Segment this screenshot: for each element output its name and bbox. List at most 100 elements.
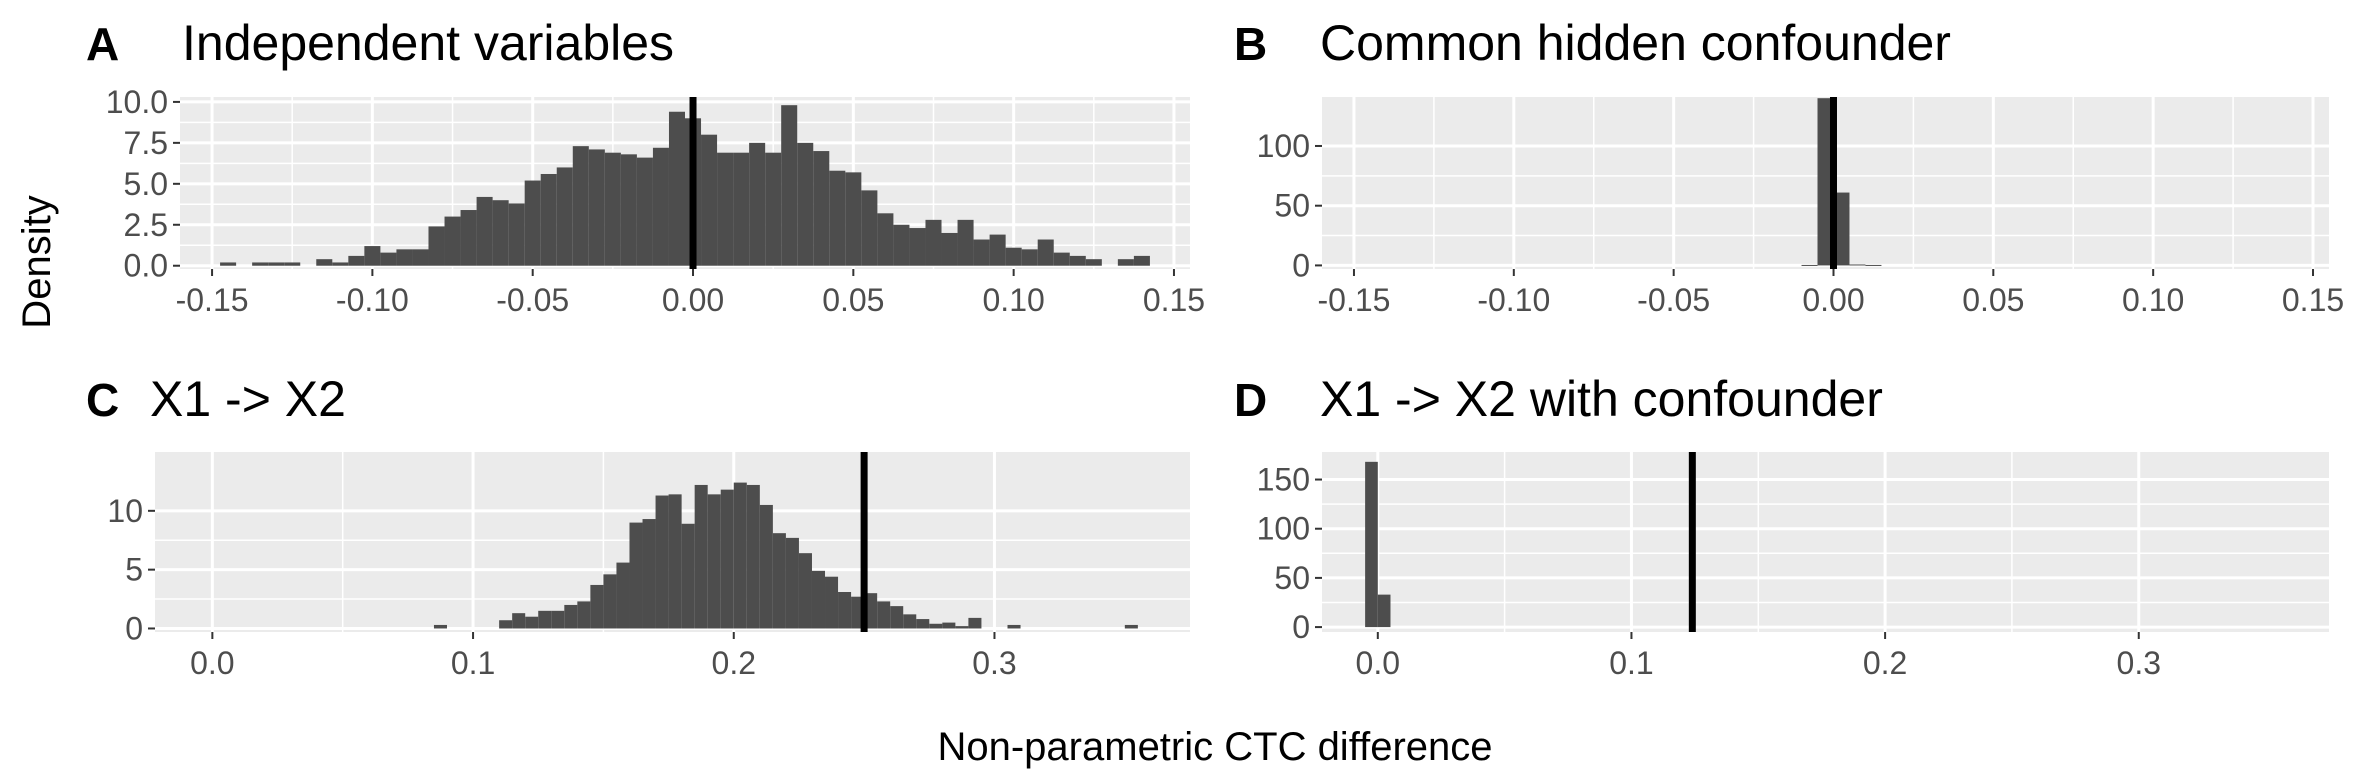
panel-b-x-tick-label: 0.15	[2282, 282, 2344, 318]
panel-c-y-tick-label: 0	[125, 610, 143, 646]
panel-c-histogram-bar	[798, 553, 812, 629]
panel-a-y-tick-label: 0.0	[124, 248, 168, 284]
panel-a-histogram-bar	[893, 224, 910, 266]
panel-b-x-tick-label: 0.10	[2122, 282, 2184, 318]
panel-c-histogram-bar	[929, 623, 943, 629]
panel-d-x-tick-label: 0.3	[2117, 645, 2161, 681]
panel-b: B Common hidden confounder -0.15 -0.10 -0.…	[1234, 15, 2344, 318]
panel-a-histogram-bar	[957, 219, 974, 266]
panel-a-histogram-bar	[460, 210, 477, 266]
panel-b-x-tick-label: 0.00	[1802, 282, 1864, 318]
panel-a-histogram-bar	[701, 134, 718, 266]
panel-c-histogram-bar	[890, 606, 904, 629]
panel-a-y-tick-label: 5.0	[124, 166, 168, 202]
panel-d-x-tick-label: 0.2	[1863, 645, 1907, 681]
panel-c-histogram-bar	[433, 624, 447, 629]
panel-c-x-tick-label: 0.1	[451, 645, 495, 681]
panel-a-histogram-bar	[220, 262, 237, 266]
panel-a-histogram-bar	[973, 239, 990, 266]
panel-a-histogram-bar	[316, 259, 333, 266]
panel-a-histogram-bar	[941, 232, 958, 266]
panel-a-x-tick-label: -0.15	[176, 282, 249, 318]
panel-c-y-tick-label: 5	[125, 552, 143, 588]
panel-a-histogram-bar	[989, 234, 1006, 266]
panel-b-histogram-bar	[1865, 264, 1882, 266]
panel-a-histogram-bar	[1005, 247, 1022, 266]
panel-c-histogram-bar	[668, 494, 682, 629]
panel-b-x-tick-label: -0.05	[1637, 282, 1710, 318]
panel-c-histogram-bar	[525, 616, 539, 629]
panel-c-y-tick-label: 10	[107, 493, 143, 529]
panel-a-histogram-bar	[508, 203, 525, 266]
panel-d-histogram-bar	[1377, 594, 1391, 628]
panel-a-histogram-bar	[1117, 259, 1134, 266]
panel-a-histogram-bar	[781, 105, 798, 266]
panel-c-histogram-bar	[838, 592, 852, 629]
panel-c-histogram-bar	[955, 626, 969, 629]
panel-a-histogram-bar	[813, 151, 830, 266]
panel-a-histogram-bar	[588, 149, 605, 266]
panel-a-histogram-bar	[572, 146, 589, 266]
panel-a-histogram-bar	[364, 246, 381, 266]
panel-a-histogram-bar	[620, 154, 637, 266]
panel-a-histogram-bar	[428, 226, 445, 266]
panel-b-histogram-bar	[1849, 264, 1866, 266]
panel-c-histogram-bar	[577, 601, 591, 629]
panel-a-histogram-bar	[412, 249, 429, 266]
panel-a-histogram-bar	[396, 249, 413, 266]
panel-a-x-tick-label: 0.05	[822, 282, 884, 318]
panel-a-histogram-bar	[749, 142, 766, 266]
panel-a-histogram-bar	[604, 152, 621, 266]
panel-a-y-tick-label: 10.0	[106, 84, 168, 120]
panel-c-histogram-bar	[746, 484, 760, 629]
panel-c-histogram-bar	[772, 533, 786, 629]
panel-a-histogram-bar	[1133, 255, 1150, 266]
panel-a-histogram-bar	[909, 228, 926, 266]
panel-b-histogram-bar	[1801, 264, 1818, 266]
panel-d-x-tick-label: 0.1	[1609, 645, 1653, 681]
panel-d-x-tick-label: 0.0	[1356, 645, 1400, 681]
panel-title-b: Common hidden confounder	[1320, 15, 1951, 71]
panel-c-histogram-bar	[564, 604, 578, 629]
panel-a-histogram-bar	[556, 167, 573, 266]
panel-a-histogram-bar	[332, 262, 349, 266]
panel-d-y-tick-label: 50	[1274, 560, 1310, 596]
panel-b-x-tick-label: -0.15	[1317, 282, 1390, 318]
panel-a-histogram-bar	[717, 152, 734, 266]
panel-a-histogram-bar	[829, 170, 846, 266]
panel-c-histogram-bar	[968, 617, 982, 629]
panel-tag-c: C	[86, 374, 119, 426]
panel-title-c: X1 -> X2	[150, 371, 346, 427]
panel-a-x-tick-label: -0.05	[496, 282, 569, 318]
panel-a-histogram-bar	[733, 152, 750, 266]
panel-a-histogram-bar	[444, 216, 461, 266]
panel-a-histogram-bar	[668, 111, 685, 266]
panel-a-y-tick-label: 2.5	[124, 207, 168, 243]
panel-a-x-tick-label: 0.00	[662, 282, 724, 318]
panel-a-histogram-bar	[1037, 239, 1054, 266]
panel-a-x-tick-label: 0.15	[1143, 282, 1205, 318]
panel-d-histogram-bar	[1365, 461, 1378, 628]
panel-a-y-tick-label: 7.5	[124, 125, 168, 161]
panel-c-histogram-bar	[825, 576, 839, 629]
panel-c-plot: 0.0 0.1 0.2 0.3 0 5 10	[107, 452, 1190, 681]
panel-c-histogram-bar	[629, 522, 643, 629]
panel-a-histogram-bar	[540, 173, 557, 266]
panel-a-histogram-bar	[1069, 255, 1086, 266]
panel-c-x-tick-label: 0.3	[972, 645, 1016, 681]
panel-c-histogram-bar	[616, 562, 630, 629]
panel-d-y-tick-label: 0	[1292, 609, 1310, 645]
panel-b-histogram-bar	[1817, 98, 1834, 266]
panel-b-x-tick-label: -0.10	[1477, 282, 1550, 318]
panel-a-histogram-bar	[380, 252, 397, 266]
panel-title-a: Independent variables	[182, 15, 674, 71]
panel-c-histogram-bar	[551, 610, 565, 629]
panel-c-histogram-bar	[499, 620, 513, 629]
panel-a-histogram-bar	[524, 180, 541, 266]
panel-d: D X1 -> X2 with confounder 0.0 0.1 0.2 0.30…	[1234, 371, 2329, 681]
panel-d-y-tick-label: 150	[1257, 462, 1310, 498]
panel-c-histogram-bar	[720, 489, 734, 629]
panel-b-y-tick-label: 100	[1257, 128, 1310, 164]
panel-tag-a: A	[86, 18, 119, 70]
panel-a-histogram-bar	[797, 142, 814, 266]
